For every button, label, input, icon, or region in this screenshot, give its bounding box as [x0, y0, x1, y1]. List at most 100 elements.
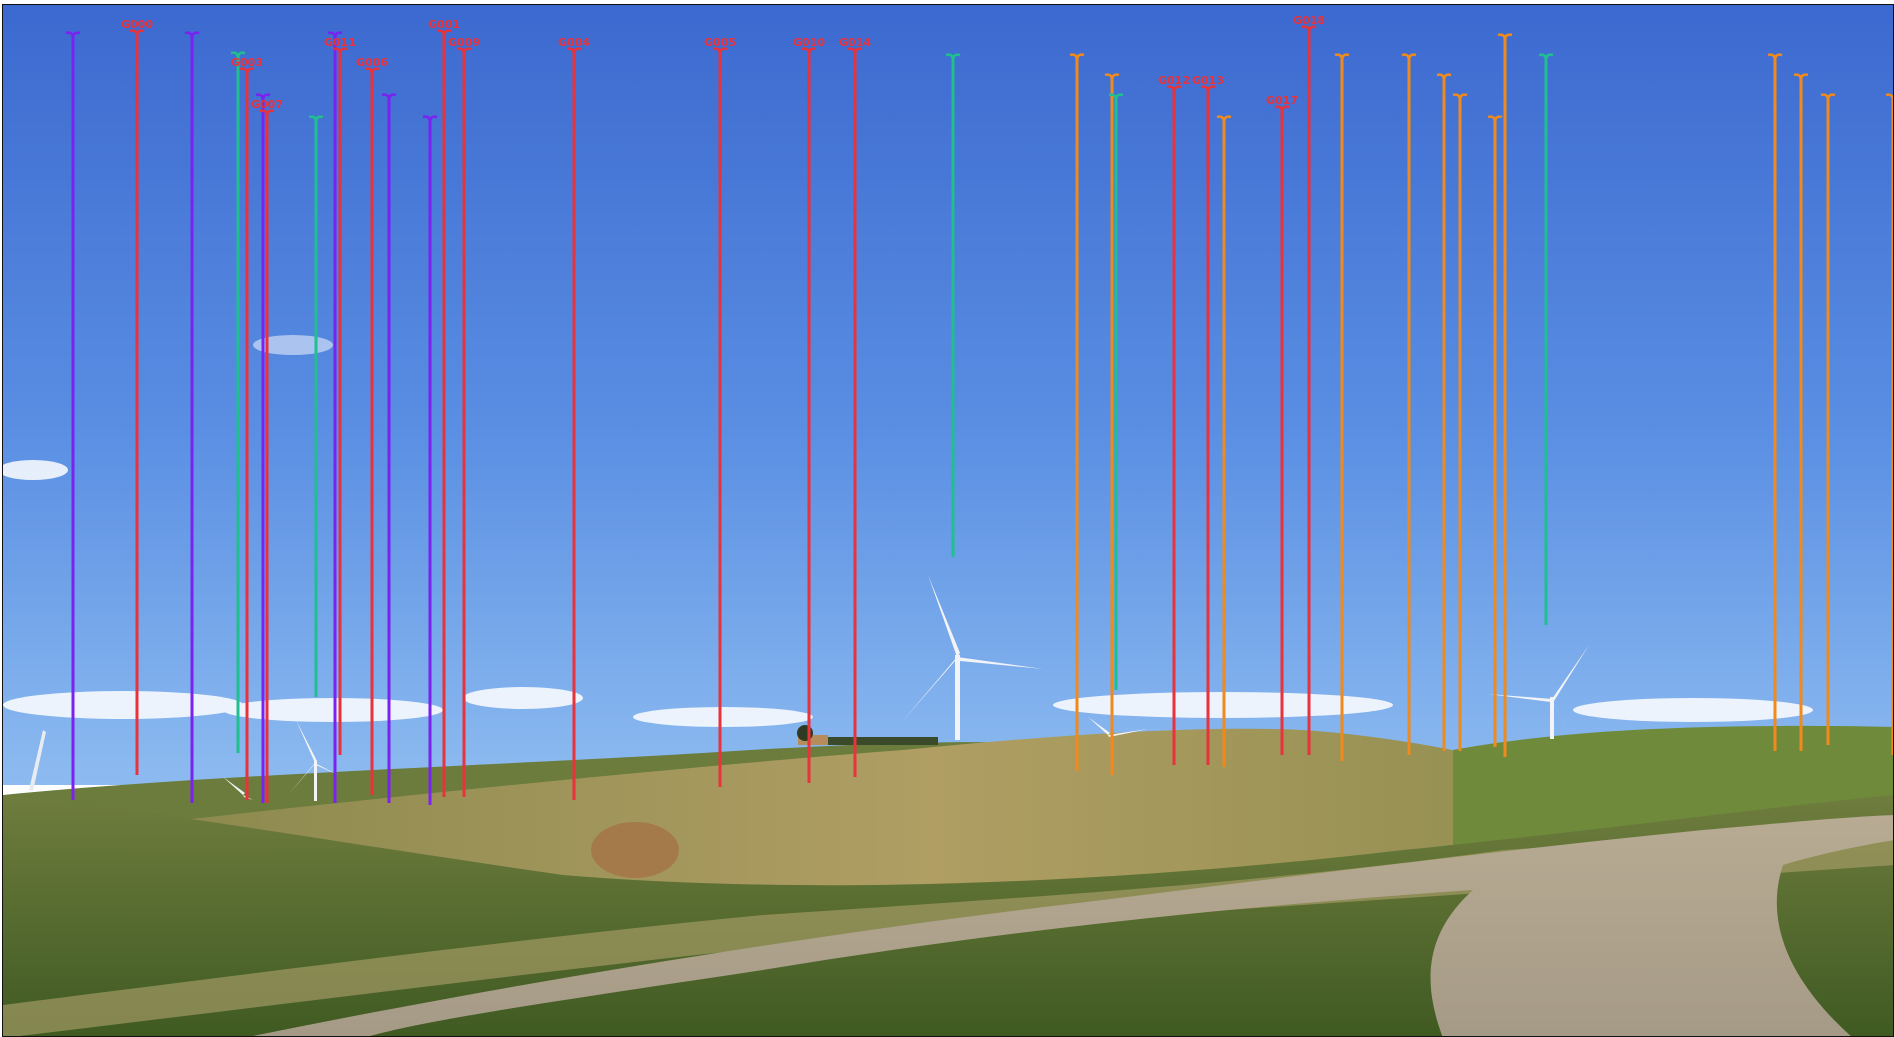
marker-cap: [1767, 53, 1783, 62]
marker-teal: [1108, 93, 1124, 690]
marker-label: G001: [428, 18, 460, 31]
marker-cap: [364, 67, 380, 76]
marker-label: G007: [251, 98, 283, 111]
marker-orange: [1497, 33, 1513, 757]
marker-orange: [1216, 115, 1232, 767]
marker-purple: [381, 93, 397, 803]
marker-orange: [1885, 93, 1893, 755]
marker-cap: [436, 29, 452, 38]
marker-red: G001: [428, 18, 460, 797]
sky: [3, 5, 1893, 785]
marker-cap: [1200, 85, 1216, 94]
photo-frame: G000 G003 G007 G011 G006 G001 G009 G004 G005 G010…: [2, 4, 1894, 1037]
marker-cap: [255, 93, 271, 102]
bush: [591, 822, 679, 878]
marker-cap: [129, 29, 145, 38]
marker-purple: [255, 93, 271, 803]
gravel-road: [252, 815, 1893, 1036]
marker-cap: [1104, 73, 1120, 82]
marker-orange: [1452, 93, 1468, 751]
wind-turbine-small-left: [288, 720, 338, 801]
marker-label: G005: [704, 36, 736, 49]
marker-red: G004: [558, 36, 590, 800]
marker-cap: [1793, 73, 1809, 82]
marker-label: G013: [1192, 74, 1224, 87]
marker-orange: [1767, 53, 1783, 751]
marker-purple: [184, 31, 200, 803]
marker-cap: [456, 47, 472, 56]
marker-orange: [1069, 53, 1085, 771]
marker-label: G011: [324, 36, 356, 49]
marker-label: G004: [558, 36, 590, 49]
marker-label: G009: [448, 36, 480, 49]
marker-cap: [259, 109, 275, 118]
marker-cap: [1334, 53, 1350, 62]
wind-turbine-large: [901, 575, 1043, 740]
marker-cap: [847, 47, 863, 56]
marker-cap: [1820, 93, 1836, 102]
marker-cap: [65, 31, 81, 40]
marker-cap: [1274, 105, 1290, 114]
marker-cap: [1487, 115, 1503, 124]
marker-red: G014: [839, 36, 871, 777]
marker-red: G007: [251, 98, 283, 803]
marker-teal: [1538, 53, 1554, 625]
marker-orange: [1436, 73, 1452, 751]
marker-purple: [65, 31, 81, 800]
marker-red: G013: [1192, 74, 1224, 765]
marker-cap: [1166, 85, 1182, 94]
marker-label: G017: [1266, 94, 1298, 107]
marker-teal: [230, 51, 246, 753]
marker-orange: [1487, 115, 1503, 747]
marker-label: G010: [793, 36, 825, 49]
marker-red: G018: [1293, 14, 1325, 755]
marker-cap: [1069, 53, 1085, 62]
wind-turbine-edge: [29, 730, 46, 791]
marker-red: G010: [793, 36, 825, 783]
marker-cap: [308, 115, 324, 124]
marker-red: G011: [324, 36, 356, 755]
wind-turbine-right: [1488, 645, 1589, 740]
marker-cap: [422, 115, 438, 124]
marker-label: G003: [231, 56, 263, 69]
marker-label: G006: [356, 56, 388, 69]
marker-cap: [566, 47, 582, 56]
marker-cap: [332, 47, 348, 56]
marker-orange: [1820, 93, 1836, 745]
marker-teal: [945, 53, 961, 557]
marker-cap: [184, 31, 200, 40]
marker-cap: [945, 53, 961, 62]
marker-purple: [422, 115, 438, 805]
marker-orange: [1793, 73, 1809, 751]
marker-cap: [1885, 93, 1893, 102]
marker-label: G014: [839, 36, 871, 49]
marker-red: G000: [121, 18, 153, 775]
wind-turbine-small-center: [1088, 717, 1148, 737]
marker-cap: [230, 51, 246, 60]
marker-red: G012: [1158, 74, 1190, 765]
marker-orange: [1334, 53, 1350, 761]
marker-cap: [801, 47, 817, 56]
marker-orange: [1104, 73, 1120, 775]
marker-cap: [1436, 73, 1452, 82]
marker-red: G009: [448, 36, 480, 797]
marker-red: G005: [704, 36, 736, 787]
marker-cap: [712, 47, 728, 56]
marker-cap: [1497, 33, 1513, 42]
marker-label: G000: [121, 18, 153, 31]
marker-label: G012: [1158, 74, 1190, 87]
marker-label: G018: [1293, 14, 1325, 27]
marker-cap: [1452, 93, 1468, 102]
marker-cap: [327, 31, 343, 40]
marker-teal: [308, 115, 324, 697]
marker-cap: [239, 67, 255, 76]
marker-cap: [1301, 25, 1317, 34]
marker-red: G006: [356, 56, 388, 795]
marker-red: G003: [231, 56, 263, 800]
marker-red: G017: [1266, 94, 1298, 755]
marker-cap: [381, 93, 397, 102]
marker-cap: [1538, 53, 1554, 62]
marker-orange: [1401, 53, 1417, 755]
